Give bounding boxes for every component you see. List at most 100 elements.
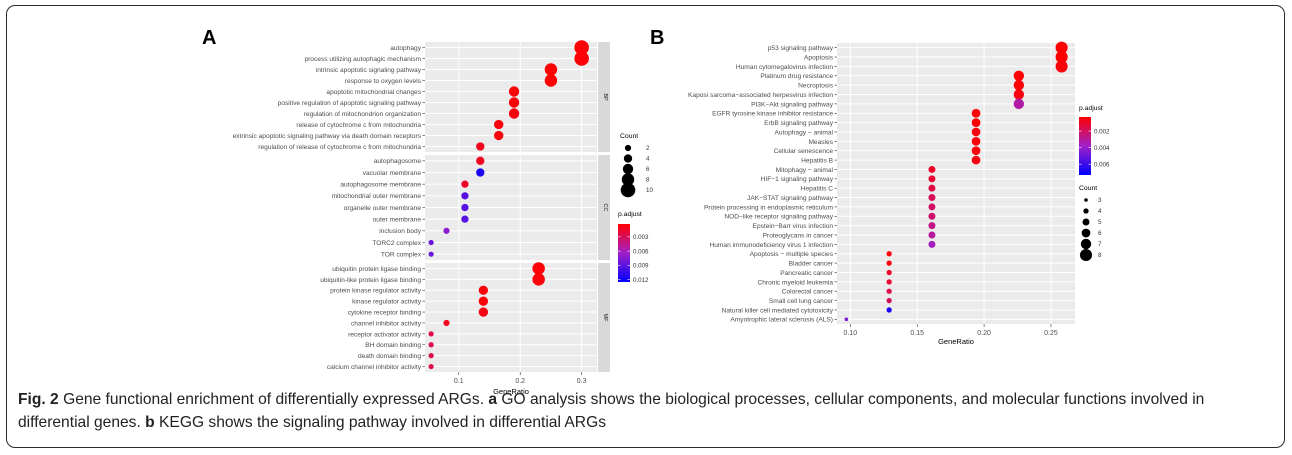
panel-a-label: A [202,27,216,49]
panel-b-padj-legend-title: p.adjust [1079,105,1103,112]
panel-a-point [476,142,485,151]
panel-b-point [971,137,981,146]
panel-b-point [971,118,981,127]
panel-a-term-label: ubiquitin-like protein ligase binding [320,277,421,284]
panel-b-term-label: Natural killer cell mediated cytotoxicit… [722,307,834,314]
caption-text-2: GO analysis shows the biological process… [18,391,1205,431]
panel-a-strip-label: CC [602,204,608,212]
panel-a-term-label: autophagosome [374,158,422,165]
panel-b-term-label: Bladder cancer [789,261,834,268]
panel-a-point [494,130,504,141]
panel-b-term-label: Small cell lung cancer [769,298,834,305]
panel-a-colorbar-label: 0.012 [633,277,649,284]
panel-b-term-label: Human cytomegalovirus infection [736,64,833,71]
panel-a-term-label: release of cytochrome c from mitochondri… [296,122,421,129]
panel-b-point [928,203,936,211]
panel-b-term-label: Protein processing in endoplasmic reticu… [704,204,834,211]
panel-a-term-label: vacuolar membrane [363,170,422,177]
panel-a-facet-bg [425,263,597,372]
panel-b-count-legend-title: Count [1079,185,1097,192]
panel-b-term-label: NOD−like receptor signaling pathway [724,214,833,221]
panel-a-count-legend-dot [622,163,634,175]
panel-b-count-legend-label: 5 [1098,219,1102,226]
panel-b-point [928,184,936,192]
panel-a-point [428,353,434,359]
panel-a-point [428,251,434,257]
figure-frame [6,5,1285,448]
panel-b-term-label: Human immunodeficiency virus 1 infection [709,242,833,249]
panel-a-point [494,119,504,130]
panel-b-colorbar-label: 0.006 [1094,161,1110,168]
panel-a-facet-bg [425,42,597,152]
panel-b-term-label: Amyotrophic lateral sclerosis (ALS) [730,317,833,324]
panel-a-term-label: mitochondrial outer membrane [332,193,422,200]
panel-b-term-label: Chronic myeloid leukemia [758,279,834,286]
panel-b-colorbar [1079,117,1091,175]
panel-b-count-legend-label: 7 [1098,241,1102,248]
panel-a-point [461,180,469,188]
panel-b-term-label: Hepatitis C [801,186,833,193]
panel-b-point [886,307,892,313]
panel-b-label: B [650,27,664,49]
panel-b-term-label: Kaposi sarcoma−associated herpesvirus in… [688,92,833,99]
panel-b-term-label: ErbB signaling pathway [764,120,834,127]
panel-a-term-label: intrinsic apoptotic signaling pathway [316,67,422,74]
caption-a-label: a [488,391,498,408]
panel-b-count-legend-label: 6 [1098,230,1102,237]
panel-a-count-legend-dot [624,144,632,152]
panel-b-count-legend-dot [1080,238,1092,250]
panel-b-point [886,279,892,285]
panel-b-point [886,260,892,266]
panel-b-point [886,251,892,257]
panel-a-term-label: channel inhibitor activity [351,320,422,327]
panel-b-term-label: Pancreatic cancer [780,270,834,277]
panel-a-point [428,363,434,370]
panel-b-point [928,212,936,220]
panel-b-point [928,231,936,239]
panel-a-term-label: calcium channel inhibitor activity [327,364,422,371]
panel-a-xtick-label: 0.3 [577,378,587,385]
panel-b-xtick-label: 0.15 [910,330,924,337]
panel-b-count-legend-dot [1079,248,1093,262]
panel-a-term-label: regulation of mitochondrion organization [304,111,422,118]
panel-b-point [971,146,981,156]
panel-a-count-legend-label: 8 [646,177,650,184]
panel-b-term-label: Autophagy − animal [775,129,834,136]
panel-b-point [1055,51,1068,64]
caption-text-3: KEGG shows the signaling pathway involve… [154,414,606,431]
panel-a-strip [598,155,610,260]
panel-a-point [461,192,469,200]
panel-a-point [532,262,545,275]
panel-a-xtick-label: 0.1 [454,378,464,385]
panel-b-term-label: Colorectal cancer [782,289,834,296]
caption-b-label: b [145,414,155,431]
panel-b-term-label: Mitophagy − animal [776,167,834,174]
panel-b-point [928,175,936,183]
panel-a-strip [598,263,610,372]
panel-a-point [544,63,558,76]
caption-text-1: Gene functional enrichment of differenti… [58,391,489,408]
panel-a-point [443,227,450,234]
panel-a-term-label: TORC2 complex [372,240,421,247]
panel-a-point [574,51,589,66]
panel-a-term-label: regulation of release of cytochrome c fr… [258,144,421,151]
panel-a-colorbar-label: 0.003 [633,234,649,241]
panel-b-point [1013,98,1025,110]
panel-a-count-legend-label: 6 [646,166,650,173]
panel-b-point [844,317,849,322]
panel-b-term-label: Proteoglycans in cancer [763,232,834,239]
panel-a-xtick-label: 0.2 [515,378,525,385]
panel-b-term-label: EGFR tyrosine kinase inhibitor resistanc… [712,111,833,118]
panel-b-term-label: Epstein−Barr virus infection [753,223,834,230]
panel-a-point [478,307,489,317]
panel-a-term-label: BH domain binding [365,342,421,349]
panel-a-count-legend-title: Count [620,133,638,140]
panel-b-count-legend-label: 8 [1098,252,1102,259]
panel-b-term-label: Apoptosis [804,54,834,61]
panel-a-term-label: TOR complex [381,252,422,259]
panel-a-point [478,285,489,295]
panel-b-point [886,297,892,304]
panel-a-term-label: positive regulation of apoptotic signali… [278,100,422,107]
panel-a-point [532,273,545,286]
